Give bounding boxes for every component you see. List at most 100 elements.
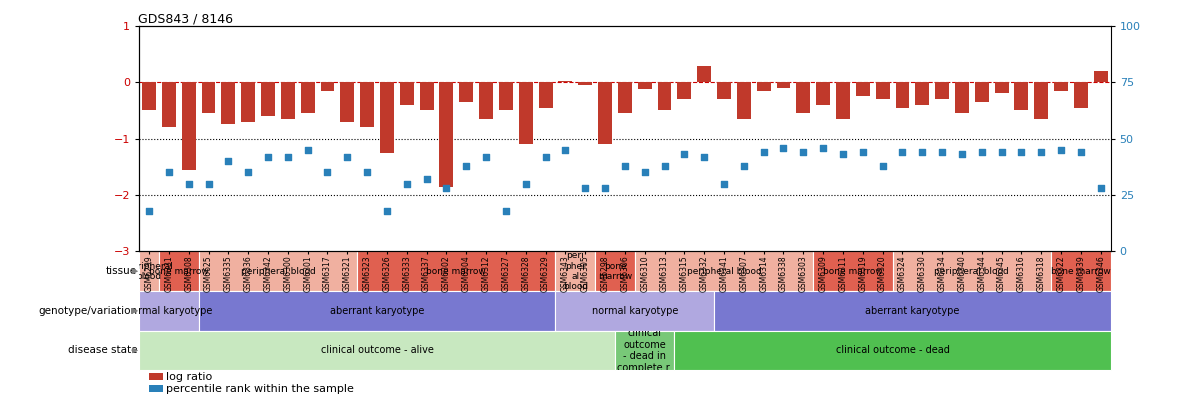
Point [694,154,713,160]
Bar [321,82,335,91]
Bar [555,251,595,291]
Point [814,145,832,151]
Bar [149,385,164,392]
Bar [634,251,814,291]
Point [775,145,793,151]
Bar [618,82,632,113]
Bar [1054,82,1068,91]
Bar [893,251,1052,291]
Bar [777,82,790,88]
Bar [400,82,414,105]
Text: bone marrow: bone marrow [149,267,209,276]
Bar [139,331,615,370]
Text: genotype/variation: genotype/variation [38,306,137,316]
Bar [559,81,572,82]
Point [575,185,594,191]
Bar [674,331,1111,370]
Point [874,162,893,169]
Text: bone marrow: bone marrow [823,267,883,276]
Point [1072,149,1091,155]
Point [437,185,456,191]
Text: aberrant karyotype: aberrant karyotype [865,306,960,316]
Bar [159,251,198,291]
Bar [1034,82,1048,119]
Text: tissue: tissue [106,266,137,276]
Bar [915,82,929,105]
Text: percentile rank within the sample: percentile rank within the sample [166,384,354,394]
Text: peripheral blood: peripheral blood [935,267,1009,276]
Bar [198,291,555,331]
Point [496,208,515,214]
Point [516,181,535,187]
Bar [357,251,555,291]
Bar [162,82,176,127]
Point [159,169,178,175]
Bar [876,82,889,99]
Point [476,154,495,160]
Text: clinical
outcome
- dead in
complete r.: clinical outcome - dead in complete r. [618,328,672,373]
Bar [1074,82,1088,108]
Bar [678,82,691,99]
Bar [658,82,672,110]
Bar [757,82,771,91]
Text: peripheral blood: peripheral blood [241,267,315,276]
Point [417,176,436,183]
Bar [261,82,275,116]
Text: peripheral
blood: peripheral blood [126,262,172,281]
Bar [796,82,810,113]
Point [338,154,357,160]
Bar [615,331,674,370]
Bar [1094,71,1107,82]
Bar [139,251,159,291]
Bar [420,82,434,110]
Point [456,162,475,169]
Bar [555,291,714,331]
Point [357,169,376,175]
Bar [182,82,196,169]
Bar [955,82,969,113]
Bar [816,82,830,105]
Text: clinical outcome - dead: clinical outcome - dead [836,345,949,356]
Point [933,149,951,155]
Bar [737,82,751,119]
Bar [143,82,156,110]
Bar [281,82,295,119]
Bar [714,291,1111,331]
Point [714,181,733,187]
Bar [975,82,989,102]
Bar [361,82,374,127]
Text: bone
marrow: bone marrow [598,262,632,281]
Bar [697,67,711,82]
Bar [717,82,731,99]
Bar [301,82,315,113]
Bar [139,291,198,331]
Point [755,149,773,155]
Point [913,149,931,155]
Bar [1052,251,1111,291]
Bar [578,82,592,85]
Point [953,151,971,158]
Text: bone marrow: bone marrow [427,267,486,276]
Bar [242,82,255,122]
Point [199,181,218,187]
Point [179,181,198,187]
Text: disease state: disease state [67,345,137,356]
Bar [149,373,164,381]
Bar [539,82,553,108]
Point [674,151,693,158]
Bar [1014,82,1028,110]
Point [793,149,812,155]
Point [556,147,575,153]
Point [298,147,317,153]
Point [834,151,852,158]
Point [536,154,555,160]
Text: normal karyotype: normal karyotype [126,306,212,316]
Text: bone marrow: bone marrow [1050,267,1111,276]
Point [993,149,1012,155]
Text: normal karyotype: normal karyotype [592,306,678,316]
Point [615,162,634,169]
Bar [198,251,357,291]
Bar [856,82,870,96]
Point [595,185,614,191]
Bar [935,82,949,99]
